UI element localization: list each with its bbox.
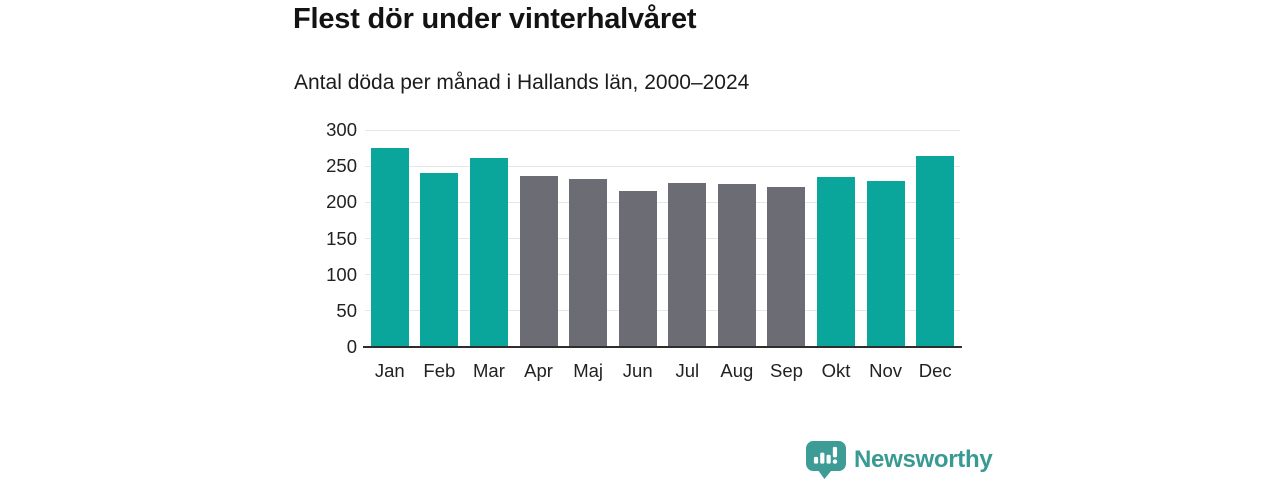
y-tick-label-200: 200 [326,191,357,213]
bar-jan [370,148,409,347]
gridline-200 [365,201,960,203]
bar-maj [569,179,608,347]
y-tick-label-250: 250 [326,155,357,177]
brand-name: Newsworthy [854,446,993,473]
x-tick-label-dec: Dec [918,360,952,381]
x-tick-label-aug: Aug [720,360,754,381]
plot-area [363,129,962,348]
bar-feb [420,173,459,347]
y-tick-label-300: 300 [326,119,357,140]
x-tick-label-jul: Jul [675,360,700,381]
x-tick-label-okt: Okt [821,360,851,381]
gridline-150 [365,238,960,239]
gridline-250 [365,165,960,167]
bar-apr [519,175,558,347]
x-tick-label-apr: Apr [524,360,553,381]
x-tick-label-jun: Jun [622,360,653,381]
x-axis-line [363,346,962,348]
bar-jul [668,182,707,347]
gridline-100 [365,274,960,276]
x-axis-labels: Jan Feb Mar Apr Maj Jun Jul Aug Sep Okt Nov Dec [365,358,960,384]
y-tick-label-50: 50 [336,299,357,321]
bar-jun [618,190,657,347]
x-tick-label-feb: Feb [423,360,456,381]
x-tick-label-nov: Nov [869,360,903,381]
gridline-300 [365,129,960,131]
chart-title: Flest dör under vinterhalvåret [293,3,697,35]
x-tick-label-sep: Sep [769,360,803,381]
y-tick-label-0: 0 [346,336,357,357]
x-tick-label-mar: Mar [473,360,505,381]
bar-sep [767,187,806,347]
y-tick-label-100: 100 [326,263,357,285]
x-tick-label-maj: Maj [573,360,604,381]
y-tick-label-150: 150 [326,227,357,249]
brand: Newsworthy [806,441,993,479]
y-axis-labels: 0 50 100 150 200 250 300 [280,119,357,357]
newsworthy-logo-icon [806,441,846,479]
gridline-50 [365,310,960,312]
bar-aug [717,183,756,347]
bar-okt [817,177,856,347]
x-tick-label-jan: Jan [374,360,405,381]
bar-dec [916,156,955,347]
bar-mar [469,157,508,347]
bar-nov [866,180,905,347]
chart-subtitle: Antal döda per månad i Hallands län, 200… [294,71,750,94]
